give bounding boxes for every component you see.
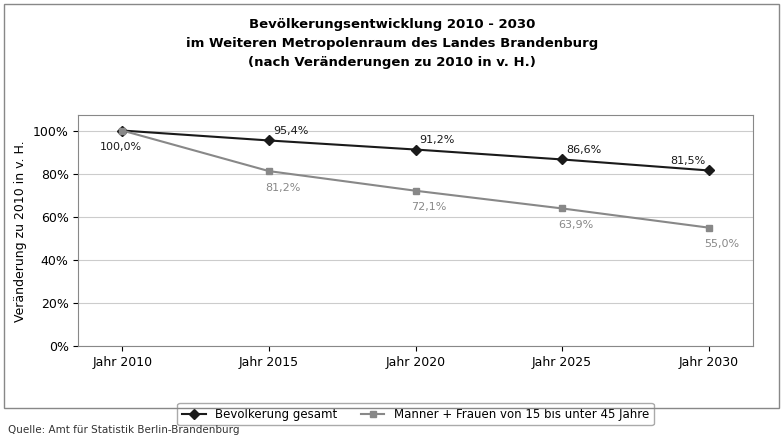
Text: Quelle: Amt für Statistik Berlin-Brandenburg: Quelle: Amt für Statistik Berlin-Branden… xyxy=(8,425,239,435)
Text: 81,5%: 81,5% xyxy=(670,155,705,166)
Text: 100,0%: 100,0% xyxy=(100,142,142,152)
Text: 81,2%: 81,2% xyxy=(265,182,300,193)
Text: 63,9%: 63,9% xyxy=(558,220,593,230)
Text: 86,6%: 86,6% xyxy=(566,144,601,155)
Text: 91,2%: 91,2% xyxy=(419,135,455,145)
Text: Bevölkerungsentwicklung 2010 - 2030
im Weiteren Metropolenraum des Landes Brande: Bevölkerungsentwicklung 2010 - 2030 im W… xyxy=(186,18,598,69)
Text: 72,1%: 72,1% xyxy=(412,202,447,212)
Text: 55,0%: 55,0% xyxy=(705,239,739,249)
Y-axis label: Veränderung zu 2010 in v. H.: Veränderung zu 2010 in v. H. xyxy=(14,140,27,322)
Legend: Bevölkerung gesamt, Männer + Frauen von 15 bis unter 45 Jahre: Bevölkerung gesamt, Männer + Frauen von … xyxy=(177,403,654,425)
Text: 95,4%: 95,4% xyxy=(273,126,308,135)
